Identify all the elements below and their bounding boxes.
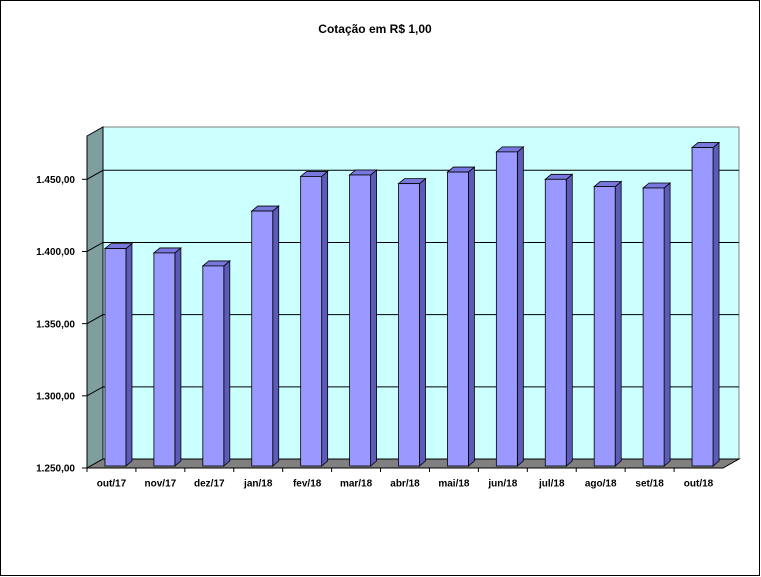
grid-line (86, 169, 739, 180)
bar-side (516, 146, 524, 467)
grid-line (86, 386, 739, 397)
bar-front (691, 147, 714, 467)
bar-side (370, 169, 377, 467)
bar-front (593, 186, 616, 467)
y-tick-label: 1.450,00 (36, 175, 75, 186)
bar-side (321, 170, 329, 467)
bar (642, 182, 672, 467)
y-tick-label: 1.300,00 (36, 391, 75, 402)
bar-front (447, 171, 469, 467)
bar-side (468, 166, 475, 467)
bar (690, 141, 721, 467)
y-tick-label: 1.400,00 (36, 247, 75, 258)
bar-side (419, 177, 426, 467)
bar (544, 173, 574, 467)
x-tick-label: fev/18 (293, 479, 322, 490)
bar (201, 260, 231, 467)
grid-line (86, 241, 739, 252)
bar (397, 177, 427, 467)
bar-side (712, 141, 720, 467)
bar-front (495, 151, 518, 467)
bar-side (663, 182, 671, 467)
bar (495, 146, 525, 467)
bar-side (614, 180, 622, 467)
x-tick-label: ago/18 (585, 479, 617, 490)
x-tick-label: mar/18 (340, 479, 373, 490)
x-tick-label: jan/18 (243, 479, 273, 490)
bar-side (174, 247, 182, 467)
x-tick-label: out/17 (97, 479, 127, 490)
x-tick-label: set/18 (635, 479, 664, 490)
bar (446, 166, 476, 467)
bar-front (202, 265, 225, 467)
bar (593, 180, 623, 467)
bar-side (223, 260, 231, 467)
bar-front (642, 187, 665, 467)
y-tick-label: 1.250,00 (36, 464, 75, 475)
x-tick-label: out/18 (684, 479, 714, 490)
bar (250, 205, 280, 467)
x-tick-label: dez/17 (194, 479, 225, 490)
x-tick-label: jul/18 (538, 479, 565, 490)
grid-line (86, 314, 739, 325)
bar (152, 247, 182, 467)
bar (348, 169, 378, 467)
bar-side (272, 205, 280, 467)
bar-front (398, 183, 420, 467)
chart-title: Cotação em R$ 1,00 (318, 22, 432, 36)
y-tick-label: 1.350,00 (36, 319, 75, 330)
bar (103, 242, 134, 467)
x-tick-label: jun/18 (487, 479, 517, 490)
x-tick-label: mai/18 (438, 479, 470, 490)
x-tick-label: abr/18 (390, 479, 420, 490)
bar (299, 170, 329, 467)
bar-front (349, 174, 371, 467)
bar-front (251, 210, 274, 467)
bar-side (565, 173, 573, 467)
bar-front (104, 248, 127, 467)
bar-front (544, 178, 567, 467)
x-tick-label: nov/17 (145, 479, 177, 490)
bar-front (300, 176, 323, 467)
bar-side (125, 242, 133, 467)
bar-front (153, 252, 176, 467)
